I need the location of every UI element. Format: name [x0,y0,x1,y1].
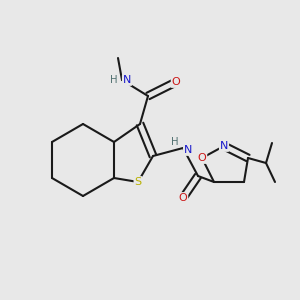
Text: N: N [123,75,131,85]
Text: N: N [184,145,192,155]
Text: O: O [178,193,188,203]
Text: O: O [198,153,206,163]
Text: S: S [134,177,142,187]
Text: N: N [220,141,228,151]
Text: H: H [171,137,179,147]
Text: O: O [172,77,180,87]
Text: H: H [110,75,118,85]
